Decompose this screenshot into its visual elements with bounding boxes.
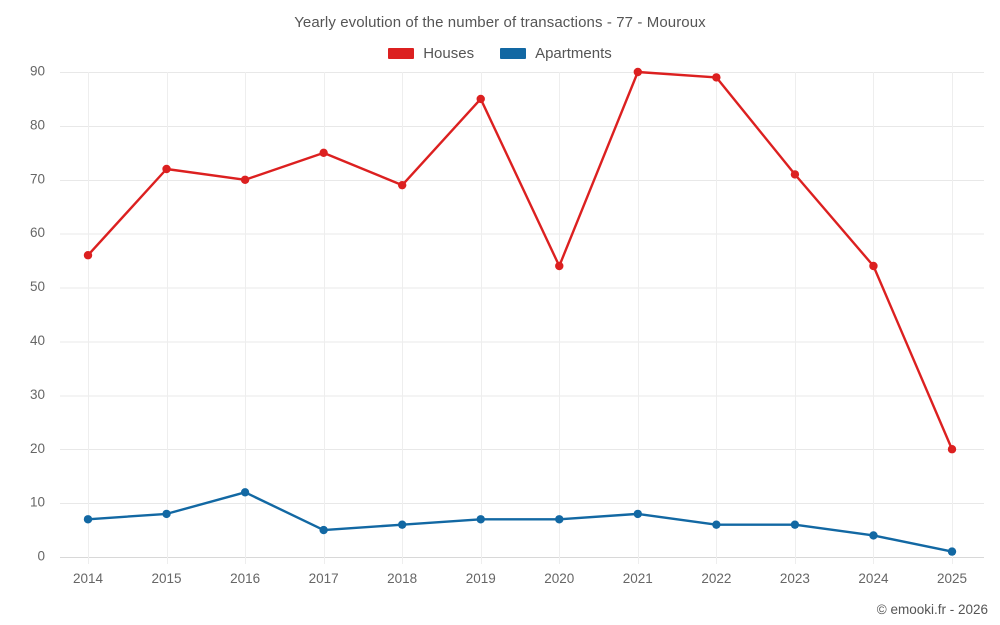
y-tick-20: 20 (30, 441, 45, 456)
x-tick-2023: 2023 (780, 571, 810, 586)
x-tick-2014: 2014 (73, 571, 104, 586)
x-tick-2022: 2022 (701, 571, 731, 586)
data-point-houses-2025[interactable] (947, 445, 957, 454)
x-tick-2016: 2016 (230, 571, 260, 586)
legend-item-houses[interactable]: Houses (388, 45, 474, 62)
legend-swatch-apartments (500, 48, 527, 59)
data-point-apartments-2022[interactable] (712, 520, 721, 529)
y-tick-50: 50 (30, 279, 45, 294)
data-point-apartments-2017[interactable] (319, 525, 328, 535)
data-point-houses-2017[interactable] (319, 148, 328, 158)
x-tick-2015: 2015 (152, 571, 182, 586)
data-point-houses-2024[interactable] (869, 261, 878, 271)
y-tick-30: 30 (30, 387, 45, 402)
x-tick-2025: 2025 (937, 571, 967, 586)
y-tick-90: 90 (30, 64, 45, 79)
data-point-apartments-2024[interactable] (869, 531, 878, 540)
data-point-houses-2019[interactable] (476, 94, 485, 104)
data-point-houses-2015[interactable] (162, 164, 171, 174)
data-point-apartments-2018[interactable] (397, 520, 407, 529)
data-point-houses-2022[interactable] (712, 73, 721, 82)
x-axis-tick-labels: 2014 2015 2016 2017 2018 2019 2020 2021 2022 2023… (73, 571, 967, 586)
data-point-apartments-2014[interactable] (83, 515, 93, 524)
x-tick-2019: 2019 (466, 571, 496, 586)
y-tick-60: 60 (30, 225, 45, 240)
data-point-houses-2020[interactable] (555, 261, 564, 271)
data-point-houses-2014[interactable] (83, 251, 93, 260)
chart-legend: Houses Apartments (0, 45, 1000, 62)
data-point-houses-2023[interactable] (790, 170, 800, 179)
y-tick-80: 80 (30, 117, 45, 132)
series-line-apartments (86, 491, 954, 553)
legend-item-apartments[interactable]: Apartments (500, 45, 612, 62)
data-point-houses-2016[interactable] (240, 175, 250, 184)
y-tick-70: 70 (30, 171, 45, 186)
series-layer (83, 67, 957, 556)
data-point-apartments-2021[interactable] (633, 509, 643, 519)
x-tick-2021: 2021 (623, 571, 653, 586)
series-line-houses (86, 70, 954, 451)
y-axis-tick-labels: 0 10 20 30 40 50 60 70 80 90 (30, 64, 45, 564)
data-point-apartments-2025[interactable] (947, 547, 957, 556)
horizontal-gridlines (60, 72, 984, 558)
vertical-gridlines (88, 72, 953, 564)
data-point-houses-2018[interactable] (397, 180, 407, 190)
data-point-houses-2021[interactable] (633, 67, 643, 77)
y-tick-40: 40 (30, 333, 45, 348)
x-tick-2020: 2020 (544, 571, 574, 586)
data-point-apartments-2020[interactable] (555, 515, 564, 524)
data-point-apartments-2016[interactable] (240, 488, 250, 497)
x-tick-2018: 2018 (387, 571, 417, 586)
legend-swatch-houses (388, 48, 415, 59)
chart-credit: © emooki.fr - 2026 (876, 602, 988, 617)
legend-label-apartments: Apartments (535, 45, 612, 62)
y-tick-10: 10 (30, 495, 45, 510)
legend-label-houses: Houses (423, 45, 475, 62)
x-tick-2017: 2017 (309, 571, 339, 586)
x-tick-2024: 2024 (858, 571, 889, 586)
data-point-apartments-2015[interactable] (162, 509, 171, 519)
data-point-apartments-2023[interactable] (790, 520, 800, 529)
y-tick-0: 0 (37, 549, 45, 564)
data-point-apartments-2019[interactable] (476, 515, 485, 524)
chart-title: Yearly evolution of the number of transa… (294, 14, 706, 31)
